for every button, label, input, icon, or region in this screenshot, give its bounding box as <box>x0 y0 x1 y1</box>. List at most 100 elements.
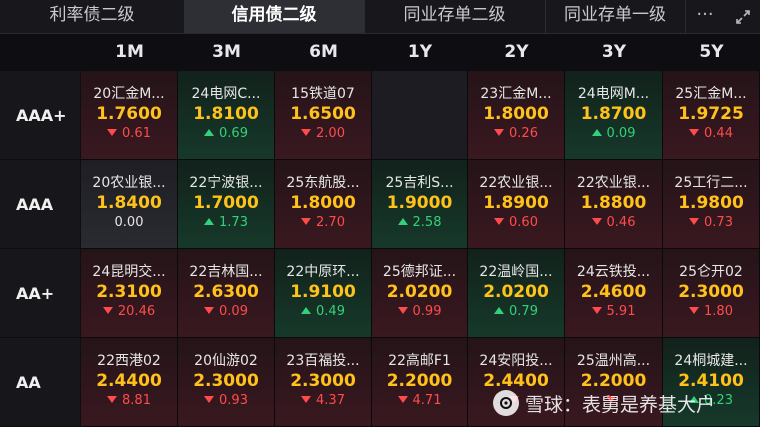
bond-cell[interactable]: 24电网M... 1.8700 0.09 <box>565 71 663 160</box>
bond-rate: 1.8000 <box>483 104 549 124</box>
bond-cell[interactable]: 22宁波银... 1.7000 1.73 <box>178 160 275 249</box>
change-value: 4.71 <box>412 393 442 408</box>
arrow-up-icon <box>494 307 505 314</box>
arrow-down-icon <box>204 307 215 314</box>
column-header: 2Y <box>504 42 529 62</box>
arrow-down-icon <box>494 129 505 136</box>
change-value: 0.93 <box>219 393 248 408</box>
bond-change: 0.26 <box>468 125 564 143</box>
bond-cell[interactable]: 24昆明交... 2.3100 20.46 <box>81 249 178 338</box>
tab-rate-bond-secondary[interactable]: 利率债二级 <box>0 0 185 33</box>
bond-rate: 2.4600 <box>580 282 647 302</box>
bond-cell[interactable]: 20汇金M... 1.7600 0.61 <box>81 71 178 160</box>
arrow-up-icon <box>301 307 312 314</box>
arrow-down-icon <box>494 218 505 225</box>
bond-cell[interactable]: 20仙游02 2.3000 0.93 <box>178 338 275 427</box>
change-value: 0.09 <box>219 304 248 319</box>
bond-cell[interactable]: 15铁道07 1.6500 2.00 <box>275 71 372 160</box>
bond-change: 0.44 <box>663 125 759 143</box>
bond-cell[interactable]: 22农业银... 1.8900 0.60 <box>468 160 565 249</box>
bond-rate: 1.8000 <box>290 193 356 213</box>
bond-cell[interactable]: 23百福投... 2.3000 4.37 <box>275 338 372 427</box>
bond-rate: 1.8100 <box>193 104 259 124</box>
bond-cell[interactable]: 22农业银... 1.8800 0.46 <box>565 160 663 249</box>
arrow-down-icon <box>102 307 113 314</box>
tab-ncd-secondary[interactable]: 同业存单二级 <box>364 0 546 33</box>
change-value: 4.37 <box>316 393 345 408</box>
more-options-icon[interactable]: ··· <box>696 4 714 25</box>
bond-rate: 1.8800 <box>580 193 647 213</box>
bond-cell[interactable]: 20农业银... 1.8400 0.00 <box>81 160 178 249</box>
tab-ncd-primary[interactable]: 同业存单一级 <box>545 0 686 33</box>
bond-cell[interactable]: 25汇金M... 1.9725 0.44 <box>663 71 760 160</box>
expand-icon[interactable] <box>726 0 760 33</box>
bond-change: 1.73 <box>178 214 274 232</box>
bond-rate: 2.6300 <box>193 282 259 302</box>
arrow-down-icon <box>397 396 408 403</box>
bond-cell[interactable]: 24云铁投... 2.4600 5.91 <box>565 249 663 338</box>
bond-change: 0.00 <box>81 214 177 232</box>
bond-rate: 2.4100 <box>678 371 744 391</box>
change-value: 8.81 <box>122 393 151 408</box>
bond-name: 24电网M... <box>577 86 650 102</box>
bond-change: 2.00 <box>275 125 371 143</box>
change-value: 0.23 <box>704 393 733 408</box>
bond-cell[interactable]: 22中原环... 1.9100 0.49 <box>275 249 372 338</box>
arrow-down-icon <box>107 129 118 136</box>
bond-cell[interactable]: 22西港02 2.4400 8.81 <box>81 338 178 427</box>
bond-change: 0.09 <box>565 125 662 143</box>
change-value: 0.69 <box>219 126 248 141</box>
row-header: AAA <box>0 160 80 248</box>
empty-cell <box>372 71 468 160</box>
bond-change: 1.80 <box>663 303 759 321</box>
bond-change: 4.37 <box>275 392 371 410</box>
bond-cell[interactable]: 25吉利S... 1.9000 2.58 <box>372 160 468 249</box>
bond-name: 25东航股... <box>286 175 360 191</box>
bond-cell[interactable]: 22吉林国... 2.6300 0.09 <box>178 249 275 338</box>
bond-change: 0.46 <box>565 214 662 232</box>
bond-name: 20仙游02 <box>194 353 258 369</box>
change-value: 0.49 <box>316 304 345 319</box>
bond-cell[interactable]: 22高邮F1 2.2000 4.71 <box>372 338 468 427</box>
row-header: AAA+ <box>0 71 80 159</box>
bond-name: 24昆明交... <box>92 264 166 280</box>
bond-change: 0.99 <box>372 303 467 321</box>
bond-cell[interactable]: 22温岭国... 2.0200 0.79 <box>468 249 565 338</box>
bond-cell[interactable]: 24电网C... 1.8100 0.69 <box>178 71 275 160</box>
bond-rate: 2.3000 <box>193 371 259 391</box>
bond-cell[interactable]: 25温州高... 2.2000 <box>565 338 663 427</box>
bond-rate: 2.0200 <box>483 282 549 302</box>
watermark: 雪球：表舅是养基大户 <box>493 388 715 418</box>
bond-cell[interactable]: 25仑开02 2.3000 1.80 <box>663 249 760 338</box>
bond-name: 25温州高... <box>576 353 651 369</box>
bond-change: 0.09 <box>178 303 274 321</box>
bond-change: 0.49 <box>275 303 371 321</box>
bond-name: 22农业银... <box>479 175 553 191</box>
bond-rate: 1.9000 <box>386 193 453 213</box>
bond-cell[interactable]: 25东航股... 1.8000 2.70 <box>275 160 372 249</box>
arrow-up-icon <box>204 218 215 225</box>
bond-cell[interactable]: 25德邦证... 2.0200 0.99 <box>372 249 468 338</box>
bond-rate: 1.6500 <box>290 104 356 124</box>
bond-name: 24安阳投... <box>479 353 553 369</box>
tab-credit-bond-secondary[interactable]: 信用债二级 <box>184 0 365 33</box>
arrow-down-icon <box>689 129 700 136</box>
bond-rate: 2.3100 <box>96 282 162 302</box>
change-value: 0.73 <box>704 215 733 230</box>
bond-name: 23汇金M... <box>480 86 552 102</box>
bond-cell[interactable]: 24桐城建... 2.4100 0.23 <box>663 338 760 427</box>
bond-cell[interactable]: 25工行二... 1.9800 0.73 <box>663 160 760 249</box>
bond-name: 24云铁投... <box>576 264 651 280</box>
bond-cell[interactable]: 23汇金M... 1.8000 0.26 <box>468 71 565 160</box>
snowball-logo-icon <box>493 390 519 416</box>
arrow-down-icon <box>204 396 215 403</box>
bond-rate: 1.7600 <box>96 104 162 124</box>
change-value: 2.00 <box>316 126 345 141</box>
bond-change: 0.60 <box>468 214 564 232</box>
change-value: 1.80 <box>704 304 733 319</box>
change-value: 0.60 <box>509 215 538 230</box>
bond-rate: 1.9100 <box>290 282 356 302</box>
bond-rate: 2.2000 <box>580 371 647 391</box>
bond-name: 25工行二... <box>674 175 748 191</box>
arrow-up-icon <box>204 129 215 136</box>
